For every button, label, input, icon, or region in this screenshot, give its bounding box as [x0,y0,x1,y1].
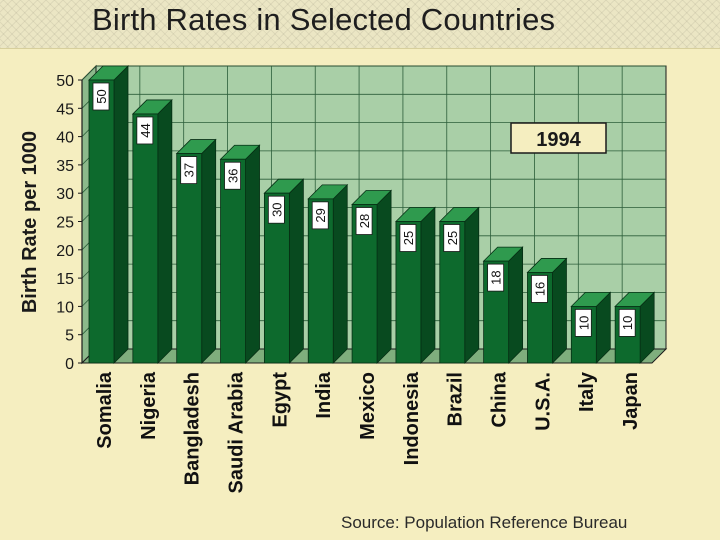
data-label: 44 [138,123,153,137]
title-band [0,0,720,49]
data-label: 36 [226,169,241,183]
data-label: 16 [532,282,547,296]
data-label-box [355,207,373,235]
data-label: 28 [357,214,372,228]
y-tick-label: 30 [56,186,74,203]
data-label-box [487,263,505,292]
y-tick-label: 5 [65,328,74,345]
data-label: 29 [313,208,328,222]
data-label-box [311,201,329,230]
bar-side [464,206,480,364]
data-label-box [92,82,110,111]
bar-mexico [351,189,393,364]
bar-side [245,144,260,364]
x-tick-label: China [489,371,511,427]
data-label-box [443,224,461,252]
bar-front [176,153,203,364]
bar-side [552,257,567,364]
bar-side [420,206,436,364]
data-label-box [136,116,154,145]
data-label: 50 [94,89,109,103]
x-tick-label: Bangladesh [182,372,204,485]
data-label: 10 [620,316,635,330]
bar-side [508,246,524,364]
data-label: 30 [269,202,284,216]
bar-u-s-a [526,257,568,364]
data-label-box [180,156,198,184]
year-annotation-box [510,122,607,154]
data-label-box [618,308,636,337]
y-tick-label: 15 [56,271,74,288]
bar-front [132,113,159,364]
bar-saudi-arabia [219,144,261,364]
x-tick-label: Italy [576,371,598,412]
x-tick-label: Egypt [269,372,291,428]
bar-bangladesh [175,138,217,364]
bar-brazil [438,206,480,364]
gridline [81,65,666,81]
x-tick-label: Nigeria [138,371,160,440]
bar-side [288,178,304,364]
chart-title: Birth Rates in Selected Countries [92,2,556,37]
bar-side [376,189,392,364]
x-tick-label: Somalia [94,371,116,449]
data-label: 18 [489,270,504,284]
y-axis-label: Birth Rate per 1000 [19,131,41,313]
data-label-box [574,308,592,337]
bar-side [157,98,173,364]
data-label: 25 [445,231,460,245]
y-tick-label: 45 [56,101,74,118]
x-tick-label: Saudi Arabia [225,371,247,493]
y-tick-label: 25 [56,215,74,232]
y-tick-label: 20 [56,243,74,260]
data-label-box [267,195,285,224]
x-tick-label: Indonesia [401,371,423,465]
y-tick-label: 40 [56,130,74,147]
bar-egypt [263,178,305,364]
bar-side [113,65,129,364]
x-tick-label: Mexico [357,372,379,440]
data-label: 37 [182,163,197,177]
source-note: Source: Population Reference Bureau [341,513,627,532]
bar-side [332,183,348,364]
y-tick-label: 10 [56,299,74,316]
data-label-box [224,161,241,190]
year-annotation: 1994 [510,122,607,154]
bar-side [201,138,217,364]
year-annotation-text: 1994 [536,129,581,151]
y-tick-label: 0 [65,356,74,373]
x-tick-label: Brazil [445,372,467,426]
bar-front [88,79,115,364]
bar-nigeria [131,98,173,364]
bar-somalia [88,65,129,364]
data-label: 25 [401,231,416,245]
data-label-box [531,275,548,303]
x-tick-label: India [313,371,335,419]
data-label: 10 [576,316,591,330]
y-tick-label: 50 [56,73,74,90]
y-tick-label: 35 [56,158,74,175]
data-label-box [399,224,417,252]
x-tick-label: U.S.A. [532,372,554,431]
bar-front [220,158,246,364]
x-tick-label: Japan [620,372,642,430]
